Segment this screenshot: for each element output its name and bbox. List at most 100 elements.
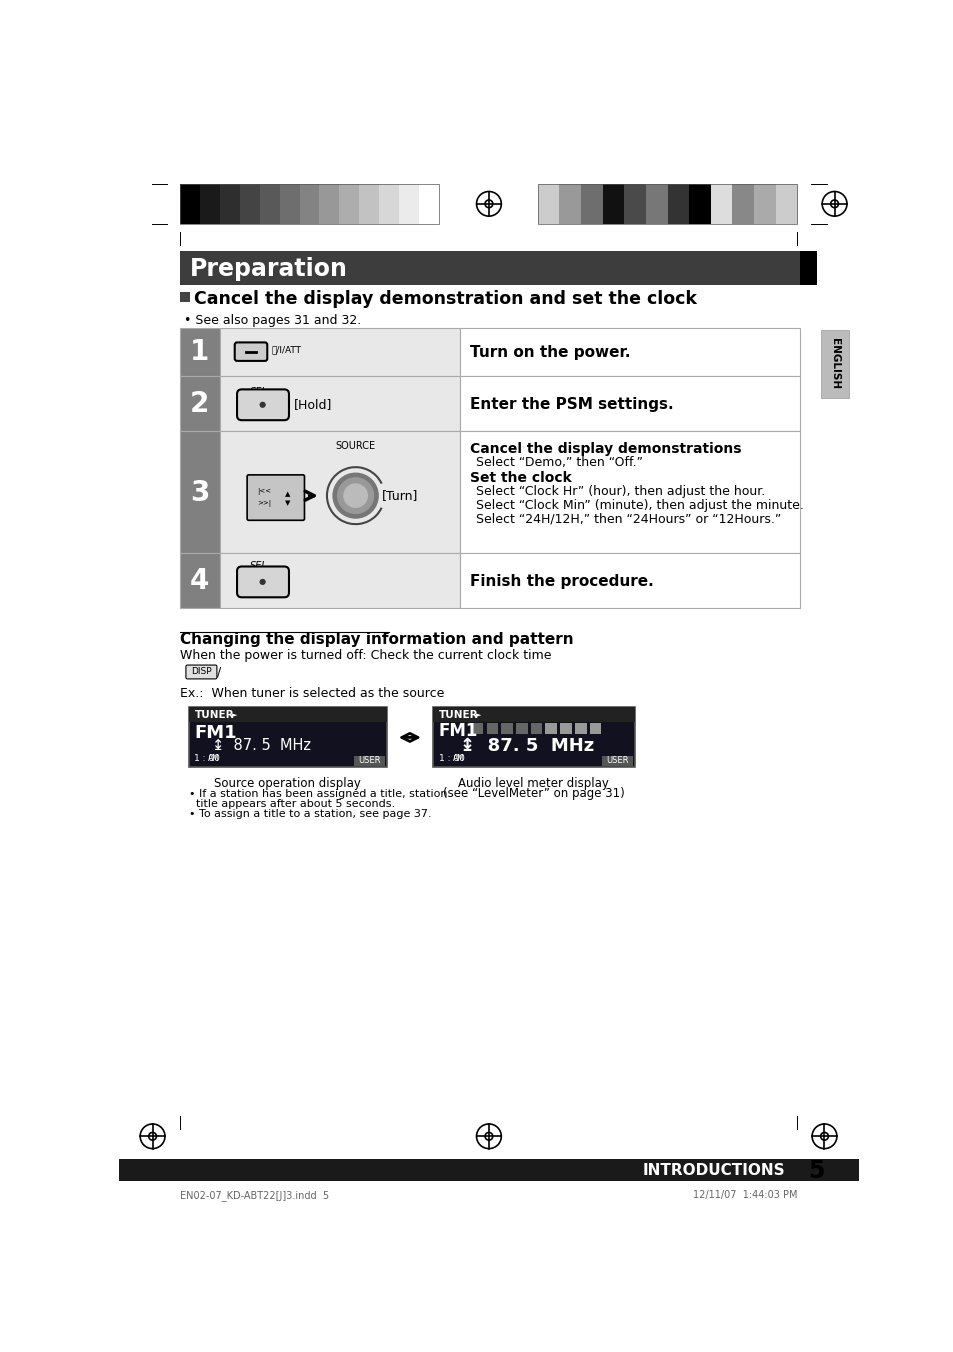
Bar (500, 723, 513, 734)
Text: title appears after about 5 seconds.: title appears after about 5 seconds. (189, 799, 395, 808)
Bar (472, 723, 483, 734)
Bar (688, 184, 711, 224)
Bar (179, 431, 220, 553)
Text: TUNER: TUNER (194, 710, 233, 721)
FancyBboxPatch shape (234, 342, 267, 361)
Text: Finish the procedure.: Finish the procedure. (469, 573, 653, 588)
Text: Select “24H/12H,” then “24Hours” or “12Hours.”: Select “24H/12H,” then “24Hours” or “12H… (476, 512, 781, 526)
Bar (601, 756, 633, 767)
Text: ↨  87. 5  MHz: ↨ 87. 5 MHz (212, 738, 311, 753)
Bar (179, 184, 200, 224)
Text: SEL: SEL (250, 388, 268, 397)
Bar (530, 723, 542, 734)
Text: 12/11/07  1:44:03 PM: 12/11/07 1:44:03 PM (692, 1190, 797, 1201)
Bar (537, 184, 559, 224)
Text: 2: 2 (190, 389, 210, 418)
Text: |<<: |<< (257, 488, 271, 495)
Text: USER: USER (606, 756, 628, 765)
Bar (580, 184, 602, 224)
Text: ENGLISH: ENGLISH (829, 338, 839, 389)
Bar (459, 431, 799, 553)
Bar (667, 184, 689, 224)
Bar (613, 1160, 813, 1180)
Bar (179, 376, 220, 431)
Bar (119, 1160, 858, 1180)
Text: EN02-07_KD-ABT22[J]3.indd  5: EN02-07_KD-ABT22[J]3.indd 5 (179, 1190, 329, 1201)
Bar (820, 330, 847, 397)
Text: Set the clock: Set the clock (469, 470, 571, 485)
Bar (179, 553, 220, 608)
Text: AM: AM (208, 754, 220, 764)
Text: 1: 1 (190, 338, 210, 366)
Text: Cancel the display demonstrations: Cancel the display demonstrations (469, 442, 740, 456)
Bar (645, 184, 667, 224)
Bar (545, 723, 557, 734)
Bar (339, 184, 359, 224)
Bar (189, 707, 386, 722)
Bar (319, 184, 339, 224)
FancyBboxPatch shape (247, 475, 304, 521)
Text: ►: ► (476, 713, 480, 718)
Circle shape (259, 402, 266, 408)
Text: >>|: >>| (257, 500, 271, 507)
Text: FM1: FM1 (438, 722, 477, 740)
Text: SEL: SEL (250, 561, 268, 572)
Bar (219, 184, 240, 224)
Text: Ex.:  When tuner is selected as the source: Ex.: When tuner is selected as the sourc… (179, 687, 443, 700)
Bar (179, 250, 799, 285)
Text: 1 : 00: 1 : 00 (194, 754, 220, 764)
Text: INTRODUCTIONS: INTRODUCTIONS (641, 1164, 784, 1179)
Text: 1 : 00: 1 : 00 (438, 754, 464, 764)
Bar (433, 707, 634, 768)
Circle shape (336, 477, 374, 514)
Text: Select “Clock Hr” (hour), then adjust the hour.: Select “Clock Hr” (hour), then adjust th… (476, 485, 764, 498)
Bar (459, 327, 799, 376)
Bar (459, 376, 799, 431)
Bar (199, 184, 220, 224)
Bar (575, 723, 586, 734)
Bar (419, 184, 439, 224)
Bar (359, 184, 379, 224)
Text: ▼: ▼ (284, 500, 290, 507)
Bar (220, 553, 459, 608)
Text: Cancel the display demonstration and set the clock: Cancel the display demonstration and set… (193, 291, 696, 308)
Bar (399, 184, 419, 224)
Bar (259, 184, 279, 224)
Text: [Turn]: [Turn] (381, 489, 418, 502)
Text: Turn on the power.: Turn on the power. (469, 345, 629, 360)
Bar (559, 723, 571, 734)
Bar (354, 756, 385, 767)
Bar (516, 723, 527, 734)
Text: ►: ► (232, 713, 236, 718)
Bar (299, 184, 319, 224)
Bar (220, 376, 459, 431)
Bar (710, 184, 732, 224)
Text: AM: AM (452, 754, 464, 764)
Text: [Hold]: [Hold] (294, 399, 332, 411)
Text: 3: 3 (190, 479, 210, 507)
Text: When the power is turned off: Check the current clock time: When the power is turned off: Check the … (179, 649, 551, 662)
Text: Enter the PSM settings.: Enter the PSM settings. (469, 396, 673, 411)
Bar (537, 184, 797, 224)
Bar (602, 184, 624, 224)
Text: ▲: ▲ (284, 491, 290, 498)
Bar (799, 250, 816, 285)
Bar (220, 431, 459, 553)
Text: /: / (216, 665, 221, 679)
Bar (558, 184, 580, 224)
Text: Audio level meter display: Audio level meter display (458, 776, 609, 790)
Bar (623, 184, 645, 224)
Bar (753, 184, 776, 224)
Circle shape (343, 483, 368, 508)
Text: FM1: FM1 (194, 723, 236, 742)
Circle shape (332, 473, 378, 519)
Circle shape (259, 579, 266, 585)
Text: 5: 5 (807, 1159, 824, 1183)
Bar (239, 184, 260, 224)
Text: Source operation display: Source operation display (214, 776, 361, 790)
Bar (279, 184, 299, 224)
Text: ↨  87. 5  MHz: ↨ 87. 5 MHz (459, 737, 594, 754)
Text: DISP: DISP (191, 668, 212, 676)
FancyBboxPatch shape (236, 566, 289, 598)
Text: Select “Demo,” then “Off.”: Select “Demo,” then “Off.” (476, 456, 642, 469)
